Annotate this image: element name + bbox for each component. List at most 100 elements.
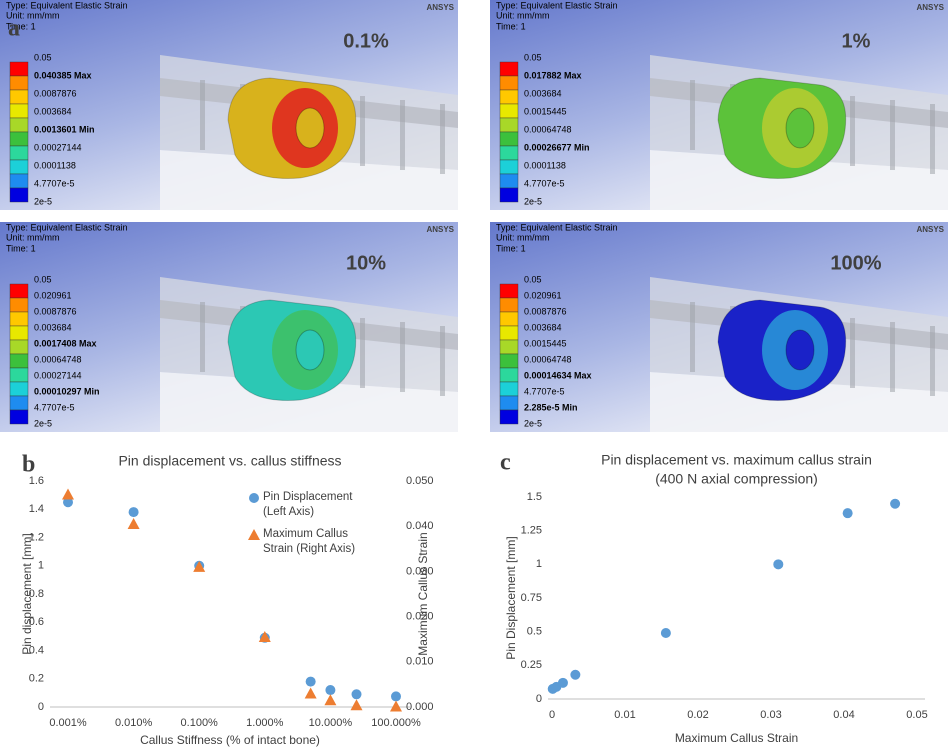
ansys-logo: ANSYS (916, 225, 944, 234)
legend-swatch (499, 395, 519, 411)
legend-value: 0.00064748 (34, 354, 82, 364)
y-tick-label: 1.4 (29, 503, 44, 515)
chart-title: Pin displacement vs. maximum callus stra… (601, 452, 872, 468)
x-tick-label: 0.03 (760, 709, 781, 721)
legend-value: 0.05 (524, 52, 542, 62)
data-point (324, 694, 337, 706)
data-point (351, 689, 362, 700)
legend-swatch (9, 131, 29, 147)
y-tick-label: 1.25 (521, 525, 542, 537)
legend-label: Pin Displacement (Left Axis) (263, 491, 353, 518)
legend-value: 0.020961 (34, 290, 72, 300)
y-tick-label: 0.25 (521, 659, 542, 671)
y2-tick-label: 0.000 (406, 701, 434, 713)
data-point (557, 677, 568, 688)
y2-axis-label: Maximum Callus Strain (416, 532, 430, 655)
legend-swatch (9, 159, 29, 175)
screw (440, 104, 445, 174)
screw (440, 326, 445, 396)
screw (360, 318, 365, 388)
x-tick-label: 0.100% (181, 717, 219, 729)
legend-swatch (9, 75, 29, 91)
data-point (390, 700, 402, 712)
x-tick-label: 1.000% (246, 717, 284, 729)
data-point (128, 507, 139, 518)
data-point (570, 669, 581, 680)
data-point (890, 498, 901, 509)
legend-swatch (499, 103, 519, 119)
legend-value: 0.0017408 Max (34, 338, 97, 348)
data-point (193, 560, 206, 572)
legend-label-box: Maximum Callus Strain (Right Axis) (263, 528, 356, 555)
legend-swatch (499, 367, 519, 383)
legend-value: 0.05 (524, 274, 542, 284)
legend-swatch (499, 297, 519, 313)
legend-value: 0.00064748 (524, 124, 572, 134)
x-axis-label: Callus Stiffness (% of intact bone) (140, 733, 320, 747)
x-tick-label: 0.001% (49, 717, 87, 729)
legend-swatch (499, 381, 519, 397)
legend-label-box: Pin Displacement (Left Axis) (263, 491, 353, 518)
screw (690, 80, 695, 150)
x-tick-label: 0.02 (687, 709, 708, 721)
data-point (660, 628, 671, 639)
y-tick-label: 0.8 (29, 588, 44, 600)
y-tick-label: 0 (38, 701, 44, 713)
screw (850, 318, 855, 388)
legend-label: Maximum Callus Strain (Right Axis) (263, 528, 356, 555)
legend-value: 0.003684 (524, 88, 562, 98)
data-point (350, 699, 363, 711)
x-tick-label: 0.01 (614, 709, 635, 721)
legend-value: 4.7707e-5 (34, 402, 75, 412)
legend-marker (249, 493, 259, 503)
legend-swatch (9, 409, 29, 425)
data-point (325, 685, 336, 696)
legend-swatch (9, 117, 29, 133)
y-tick-label: 0.75 (521, 592, 542, 604)
legend-value: 0.040385 Max (34, 70, 92, 80)
screw (200, 302, 205, 372)
legend-value: 0.00026677 Min (524, 142, 590, 152)
legend-value: 0.05 (34, 52, 52, 62)
legend-swatch (9, 311, 29, 327)
data-point (773, 559, 784, 570)
legend-value: 0.05 (34, 274, 52, 284)
x-tick-label: 0 (549, 709, 555, 721)
legend-value: 0.003684 (34, 322, 72, 332)
legend-marker (248, 529, 260, 540)
callus-hole (785, 329, 815, 371)
legend-value: 2e-5 (524, 196, 542, 206)
x-tick-label: 0.05 (906, 709, 927, 721)
data-point (842, 508, 853, 519)
legend-value: 4.7707e-5 (524, 386, 565, 396)
legend-value: 2e-5 (524, 418, 542, 428)
y2-tick-label: 0.050 (406, 475, 434, 487)
legend-value: 0.0001138 (524, 160, 566, 170)
legend-swatch (499, 131, 519, 147)
legend-swatch (499, 311, 519, 327)
legend-value: 0.020961 (524, 290, 562, 300)
legend-value: 0.00027144 (34, 142, 82, 152)
screw (400, 322, 405, 392)
y-tick-label: 1.5 (527, 491, 542, 503)
legend-value: 0.0087876 (34, 88, 77, 98)
result-unit: Unit: mm/mm (496, 10, 550, 20)
result-type: Type: Equivalent Elastic Strain (6, 222, 128, 232)
legend-value: 0.0087876 (34, 306, 77, 316)
bone-lower (160, 150, 458, 210)
legend-swatch (499, 173, 519, 189)
legend-value: 2.285e-5 Min (524, 402, 578, 412)
data-point (391, 691, 401, 702)
screw (360, 96, 365, 166)
screw (400, 100, 405, 170)
legend-swatch (9, 325, 29, 341)
legend-swatch (9, 297, 29, 313)
legend-swatch (499, 325, 519, 341)
result-type: Type: Equivalent Elastic Strain (6, 0, 128, 10)
y-tick-label: 1 (536, 558, 542, 570)
legend-swatch (499, 61, 519, 77)
legend-value: 0.00027144 (34, 370, 82, 380)
chart-title: Pin displacement vs. callus stiffness (118, 453, 341, 469)
screw (930, 104, 935, 174)
